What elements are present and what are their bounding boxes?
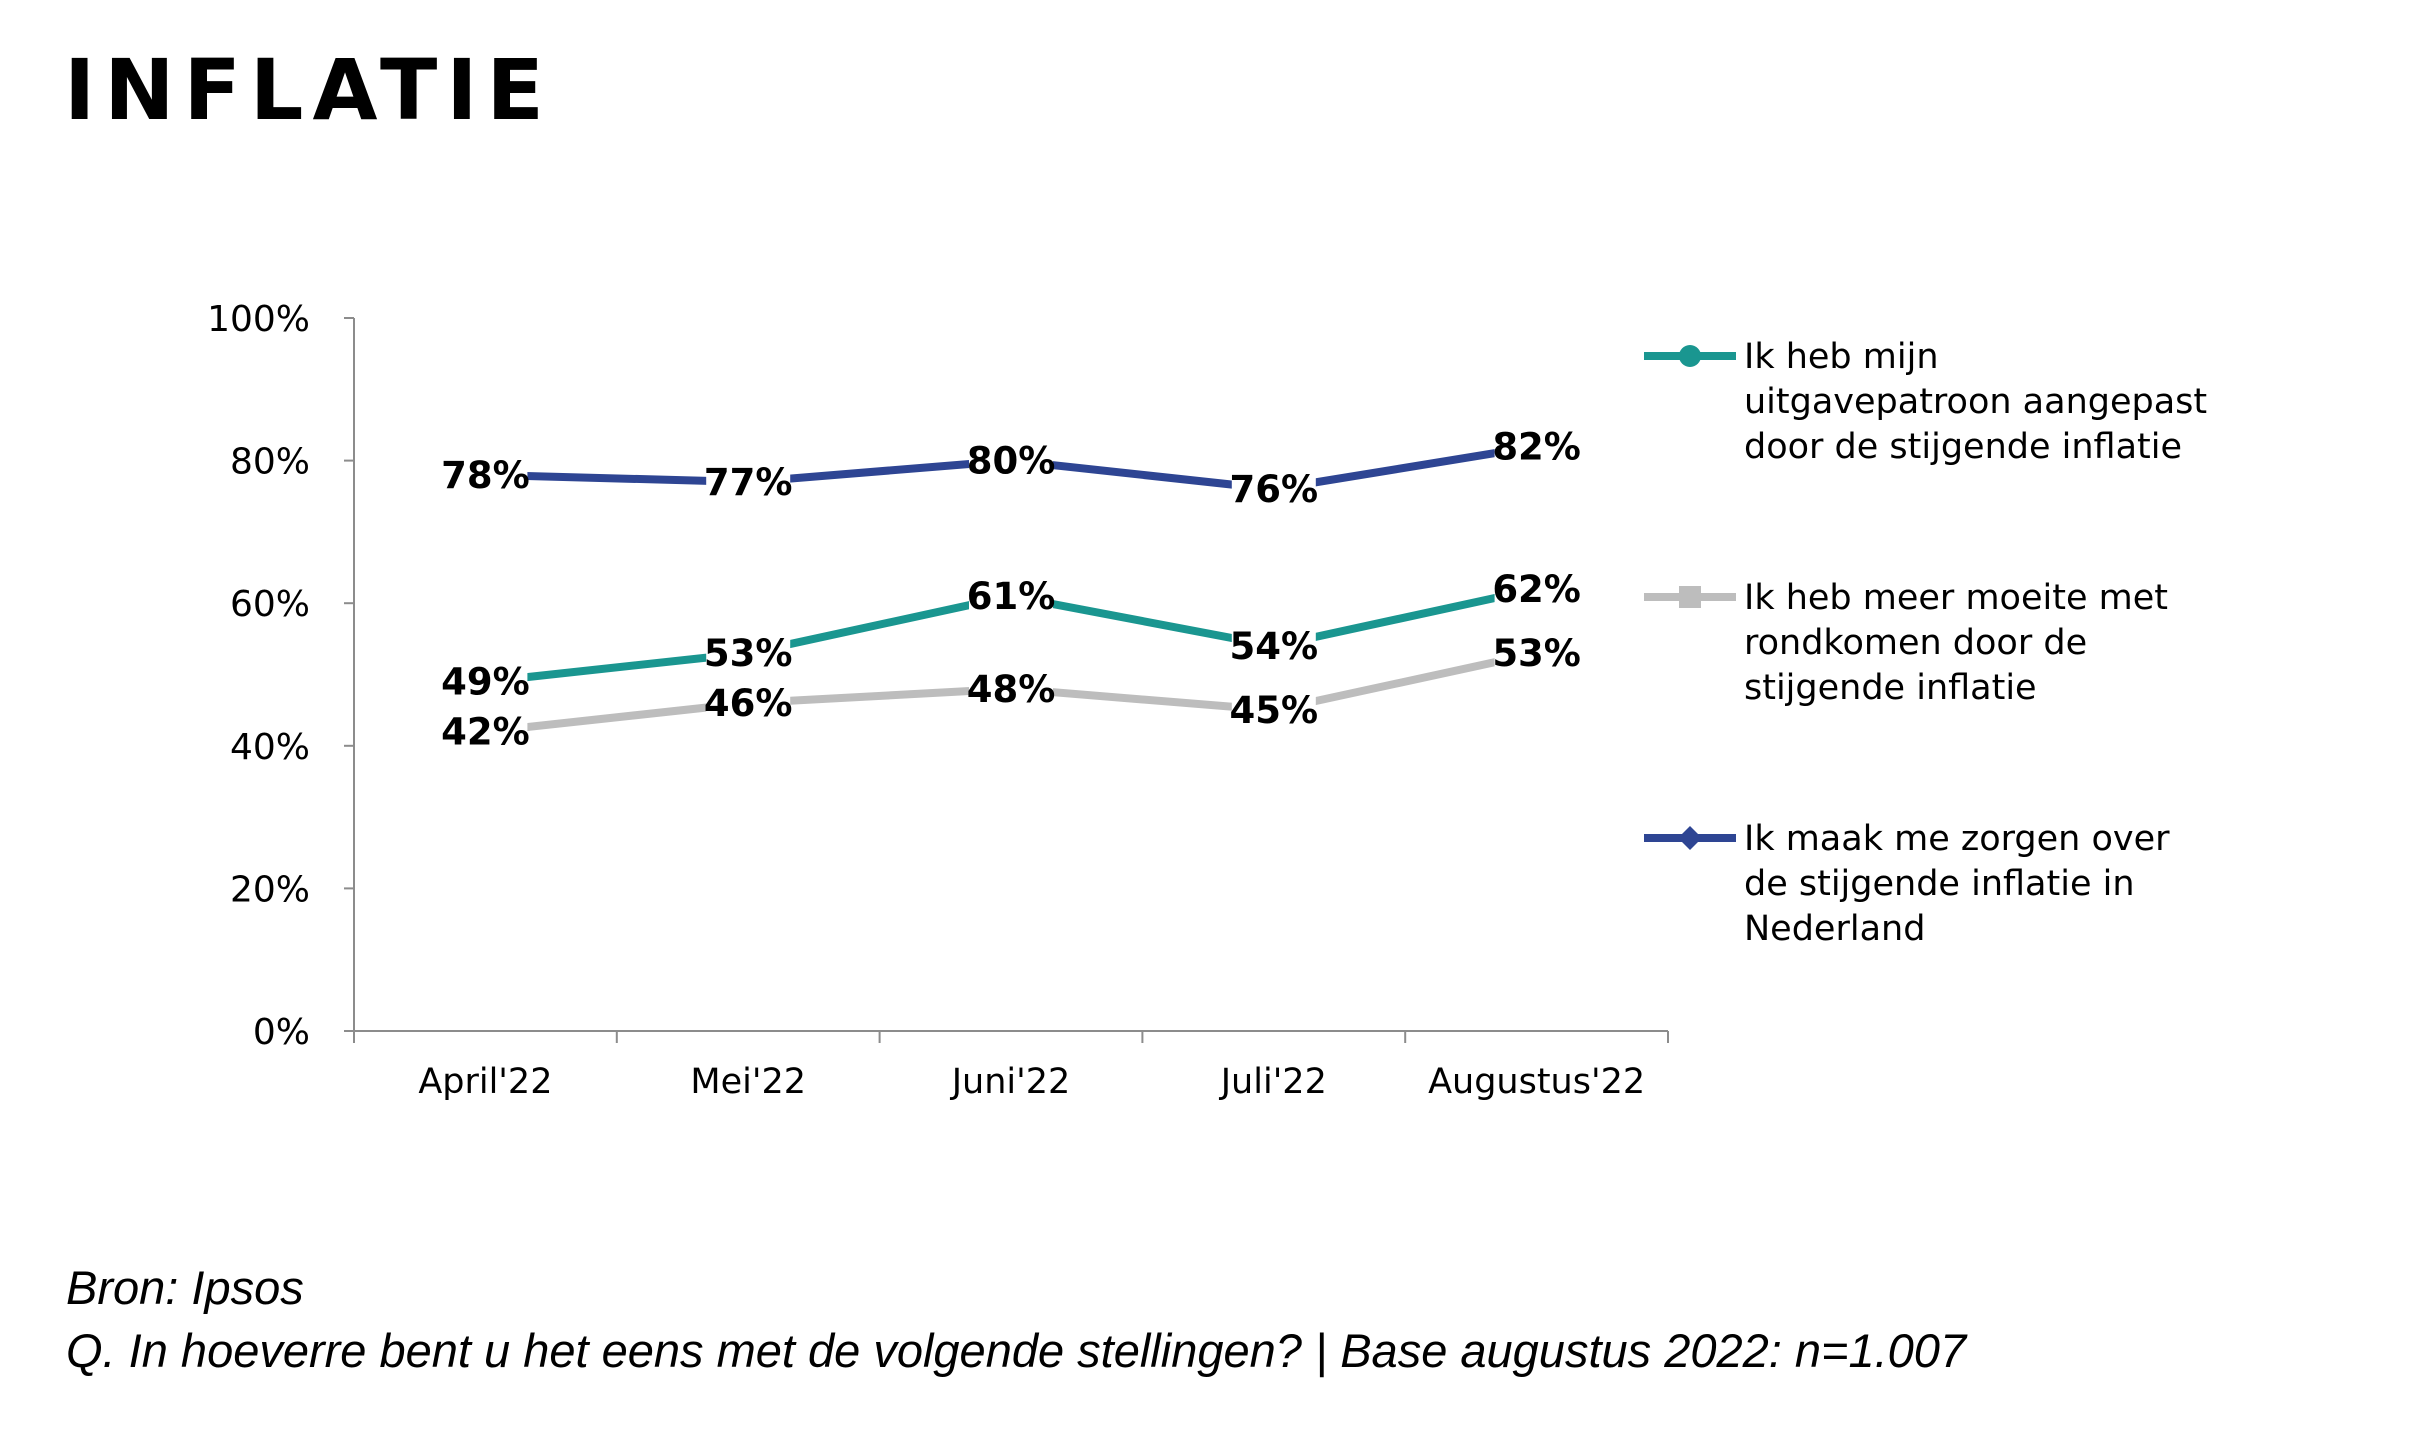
- data-label: 54%: [1230, 625, 1319, 668]
- x-tick-label: Juli'22: [1219, 1062, 1327, 1102]
- data-label-background: [1494, 629, 1579, 678]
- data-label-background: [1494, 564, 1579, 613]
- legend-marker-diamond: [1678, 826, 1702, 850]
- data-label: 42%: [441, 711, 530, 754]
- data-label-background: [969, 436, 1053, 485]
- legend-label: Ik maak me zorgen over: [1744, 819, 2170, 859]
- y-tick-label: 60%: [230, 584, 310, 625]
- legend-marker-square: [1679, 586, 1701, 608]
- question-note: Q. In hoeverre bent u het eens met de vo…: [66, 1324, 1967, 1377]
- legend-label: Ik heb meer moeite met: [1744, 578, 2168, 618]
- x-tick-label: Juni'22: [950, 1062, 1071, 1102]
- data-label: 77%: [704, 461, 793, 504]
- data-label: 78%: [441, 454, 530, 497]
- legend-label: door de stijgende inflatie: [1744, 427, 2182, 467]
- x-tick-label: Mei'22: [690, 1062, 806, 1102]
- data-label: 48%: [967, 668, 1056, 711]
- data-label: 53%: [1492, 632, 1581, 675]
- legend-label: Ik heb mijn: [1744, 337, 1939, 377]
- source-note: Bron: Ipsos: [66, 1261, 304, 1314]
- legend-marker-circle: [1679, 345, 1701, 367]
- data-label-background: [443, 450, 528, 499]
- data-label: 82%: [1492, 425, 1581, 468]
- legend-label: stijgende inflatie: [1744, 668, 2037, 708]
- data-label: 45%: [1230, 689, 1319, 732]
- y-tick-label: 0%: [253, 1012, 310, 1053]
- page-title: INFLATIE: [64, 41, 553, 139]
- data-label: 49%: [441, 661, 530, 704]
- data-label: 53%: [704, 632, 793, 675]
- data-label-background: [1231, 621, 1316, 670]
- legend-label: uitgavepatroon aangepast: [1744, 382, 2207, 422]
- data-label-background: [969, 572, 1053, 621]
- x-tick-label: April'22: [418, 1062, 552, 1102]
- data-label-background: [706, 457, 791, 506]
- data-label-background: [1231, 465, 1316, 514]
- legend-label: Nederland: [1744, 909, 1925, 949]
- y-tick-label: 80%: [230, 442, 310, 483]
- y-tick-label: 40%: [230, 727, 310, 768]
- data-label-background: [443, 707, 528, 756]
- data-label-background: [1231, 686, 1316, 735]
- data-label: 46%: [704, 682, 793, 725]
- data-label-background: [969, 664, 1053, 713]
- y-tick-label: 20%: [230, 869, 310, 910]
- data-label: 80%: [967, 440, 1056, 483]
- data-label-background: [443, 657, 528, 706]
- data-label-background: [706, 629, 791, 678]
- legend-label: rondkomen door de: [1744, 623, 2087, 663]
- data-label-background: [1494, 422, 1579, 471]
- data-label: 76%: [1230, 468, 1319, 511]
- legend-label: de stijgende inflatie in: [1744, 864, 2135, 904]
- data-label: 62%: [1492, 568, 1581, 611]
- x-tick-label: Augustus'22: [1428, 1062, 1645, 1102]
- data-label: 61%: [967, 575, 1056, 618]
- data-label-background: [706, 679, 791, 728]
- y-tick-label: 100%: [207, 299, 310, 340]
